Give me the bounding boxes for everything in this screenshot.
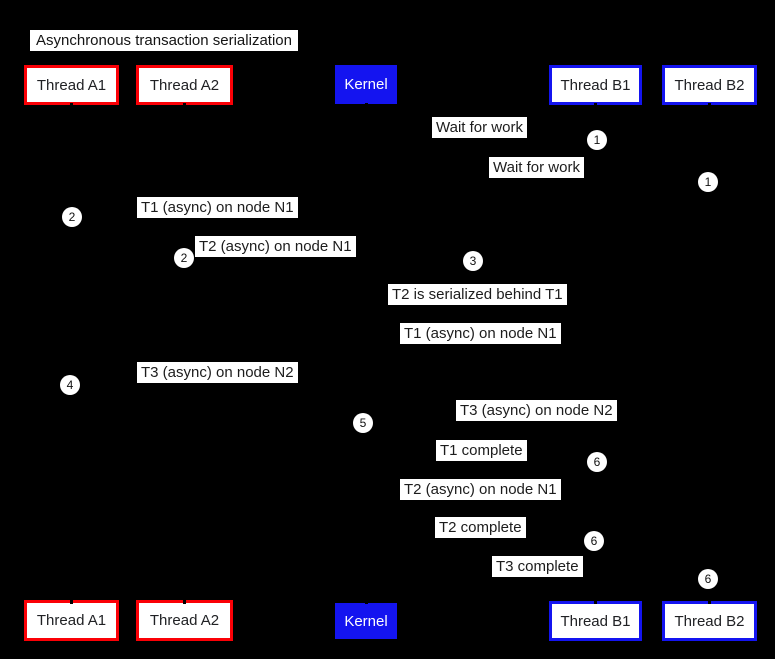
- step-marker: 2: [174, 248, 194, 268]
- step-marker: 1: [587, 130, 607, 150]
- participant-box-thread-b1-top: Thread B1: [549, 65, 642, 105]
- participant-box-thread-a1-bottom: Thread A1: [24, 600, 119, 641]
- message-label: T1 (async) on node N1: [400, 323, 561, 344]
- lifeline-thread-b2: [708, 103, 711, 604]
- message-label: T3 complete: [492, 556, 583, 577]
- participant-box-thread-a2-top: Thread A2: [136, 65, 233, 105]
- step-marker: 2: [62, 207, 82, 227]
- participant-box-thread-a1-top: Thread A1: [24, 65, 119, 105]
- participant-box-thread-b2-bottom: Thread B2: [662, 601, 757, 641]
- message-label: Wait for work: [432, 117, 527, 138]
- diagram-title: Asynchronous transaction serialization: [30, 30, 298, 51]
- step-marker: 3: [463, 251, 483, 271]
- message-label: T1 complete: [436, 440, 527, 461]
- message-label: Wait for work: [489, 157, 584, 178]
- step-marker: 6: [584, 531, 604, 551]
- message-label: T2 (async) on node N1: [195, 236, 356, 257]
- step-marker: 6: [587, 452, 607, 472]
- step-marker: 4: [60, 375, 80, 395]
- participant-box-thread-a2-bottom: Thread A2: [136, 600, 233, 641]
- message-label: T1 (async) on node N1: [137, 197, 298, 218]
- step-marker: 5: [353, 413, 373, 433]
- participant-box-kernel-top: Kernel: [335, 65, 397, 104]
- lifeline-kernel: [365, 103, 368, 604]
- participant-box-kernel-bottom: Kernel: [335, 603, 397, 639]
- message-label: T2 complete: [435, 517, 526, 538]
- participant-box-thread-b2-top: Thread B2: [662, 65, 757, 105]
- step-marker: 6: [698, 569, 718, 589]
- lifeline-thread-a1: [70, 103, 73, 604]
- message-label: T2 (async) on node N1: [400, 479, 561, 500]
- lifeline-thread-b1: [594, 103, 597, 604]
- step-marker: 1: [698, 172, 718, 192]
- message-label: T3 (async) on node N2: [137, 362, 298, 383]
- lifeline-thread-a2: [183, 103, 186, 604]
- message-label: T2 is serialized behind T1: [388, 284, 567, 305]
- participant-box-thread-b1-bottom: Thread B1: [549, 601, 642, 641]
- message-label: T3 (async) on node N2: [456, 400, 617, 421]
